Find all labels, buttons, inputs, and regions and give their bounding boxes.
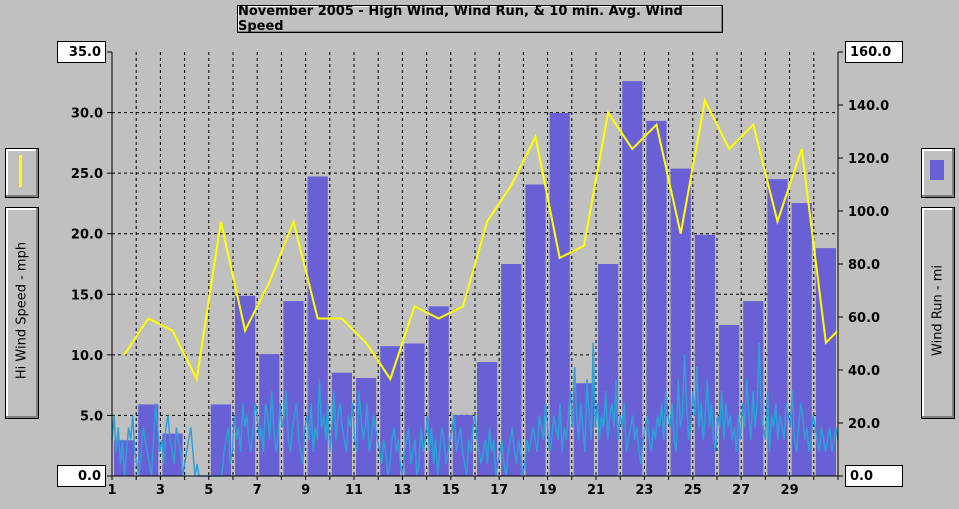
wind-run-bar [646, 120, 667, 477]
wind-run-bar [525, 184, 546, 476]
hi-wind-line [123, 97, 839, 383]
hi-wind-legend-box [5, 148, 39, 198]
x-tick-label: 5 [204, 483, 213, 498]
x-tick-label: 15 [442, 483, 460, 498]
right-tick-label: 60.0 [848, 311, 880, 326]
left-axis-min-box: 0.0 [57, 465, 106, 487]
right-tick-label: 40.0 [848, 364, 880, 379]
right-axis-label-box: Wind Run - mi [921, 207, 955, 419]
left-tick-label: 25.0 [71, 167, 103, 182]
left-axis-label-box: Hi Wind Speed - mph [5, 207, 39, 419]
left-tick-label: 15.0 [71, 288, 103, 303]
x-tick-label: 25 [684, 483, 702, 498]
x-tick-label: 13 [393, 483, 411, 498]
wind-run-bar [622, 81, 643, 477]
wind-run-bar [791, 203, 812, 477]
wind-run-bar [743, 301, 764, 476]
wind-run-bar [235, 295, 256, 476]
right-tick-label: 140.0 [848, 99, 889, 114]
wind-run-bar [549, 112, 570, 476]
x-tick-label: 3 [156, 483, 165, 498]
avg-wind-line [111, 342, 839, 477]
right-tick-label: 20.0 [848, 417, 880, 432]
wind-run-legend-box [921, 148, 955, 198]
wind-run-bar [307, 176, 328, 477]
wind-run-legend-swatch [930, 160, 944, 180]
x-tick-label: 29 [781, 483, 799, 498]
x-tick-label: 9 [301, 483, 310, 498]
chart-title: November 2005 - High Wind, Wind Run, & 1… [237, 4, 723, 34]
right-tick-label: 120.0 [848, 152, 889, 167]
wind-run-bar [428, 306, 449, 476]
wind-run-bar [138, 404, 159, 476]
left-tick-label: 20.0 [71, 228, 103, 243]
left-axis-max-box: 35.0 [57, 41, 106, 63]
hi-wind-legend-swatch [19, 155, 22, 187]
right-tick-label: 80.0 [848, 258, 880, 273]
wind-run-bar [694, 234, 715, 476]
right-tick-label: 100.0 [848, 205, 889, 220]
wind-run-bar [501, 264, 522, 476]
wind-run-bar [767, 179, 788, 476]
x-tick-label: 17 [490, 483, 508, 498]
right-axis-max-box: 160.0 [845, 41, 903, 63]
wind-run-bar [598, 264, 619, 476]
wind-run-bar [356, 377, 377, 476]
x-tick-label: 1 [107, 483, 116, 498]
x-tick-label: 27 [732, 483, 750, 498]
x-tick-label: 11 [345, 483, 363, 498]
wind-run-bar [210, 404, 231, 476]
wind-run-bar [259, 354, 280, 476]
left-tick-label: 10.0 [71, 349, 103, 364]
left-tick-label: 30.0 [71, 107, 103, 122]
left-tick-label: 5.0 [80, 409, 103, 424]
x-tick-label: 21 [587, 483, 605, 498]
x-tick-label: 19 [539, 483, 557, 498]
x-tick-label: 7 [253, 483, 262, 498]
right-axis-min-box: 0.0 [845, 465, 903, 487]
wind-run-bar [404, 343, 425, 476]
x-tick-label: 23 [635, 483, 653, 498]
